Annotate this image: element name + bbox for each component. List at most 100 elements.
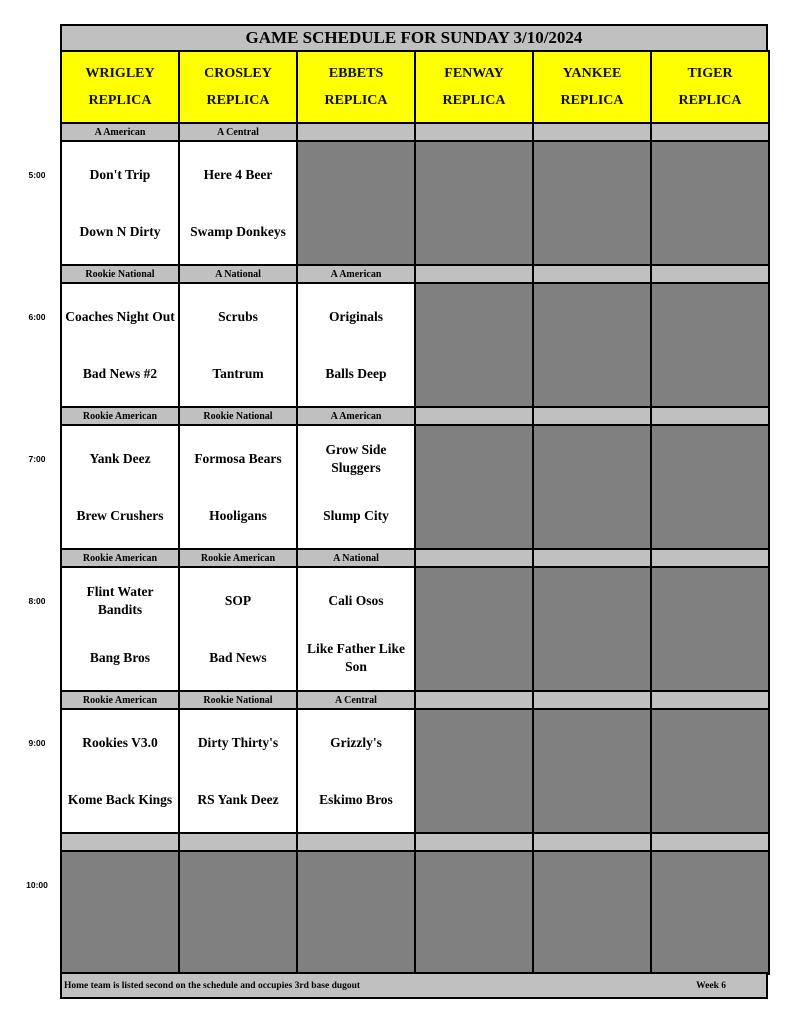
home-team: Down N Dirty [79,223,161,239]
empty-slot [414,140,534,266]
game-cell: Grizzly's Eskimo Bros [296,708,416,834]
home-team: Kome Back Kings [67,791,173,807]
away-team: Grizzly's [330,734,382,750]
empty-slot [414,566,534,692]
field-name: FENWAY [444,66,504,81]
division-label: A National [296,548,416,568]
empty-slot [414,708,534,834]
empty-slot [650,566,770,692]
empty-slot [532,140,652,266]
field-header: FENWAY REPLICA [414,50,534,124]
home-team: RS Yank Deez [197,791,279,807]
division-label [414,690,534,710]
empty-slot [650,708,770,834]
empty-slot [296,850,416,975]
home-team: Hooligans [209,507,267,523]
away-team: Don't Trip [89,166,151,182]
division-label: Rookie National [60,264,180,284]
away-team: Coaches Night Out [65,308,175,324]
field-name: WRIGLEY [85,66,155,81]
time-label: 9:00 [28,738,46,748]
field-subtitle: REPLICA [560,93,624,108]
game-cell: Flint Water Bandits Bang Bros [60,566,180,692]
division-label: A American [296,406,416,426]
empty-slot [178,850,298,975]
division-label [532,690,652,710]
division-label [178,832,298,852]
page-title: GAME SCHEDULE FOR SUNDAY 3/10/2024 [60,24,768,52]
division-label [60,832,180,852]
home-team: Bad News [209,649,267,665]
game-cell: Originals Balls Deep [296,282,416,408]
away-team: Here 4 Beer [203,166,273,182]
division-label: A American [60,122,180,142]
time-label: 7:00 [28,454,46,464]
away-team: Cali Osos [328,592,384,608]
empty-slot [532,708,652,834]
footer-bar: Home team is listed second on the schedu… [60,972,768,999]
field-subtitle: REPLICA [442,93,506,108]
empty-slot [650,140,770,266]
empty-slot [532,424,652,550]
division-label: Rookie American [60,406,180,426]
game-cell: Coaches Night Out Bad News #2 [60,282,180,408]
away-team: SOP [224,592,252,608]
game-cell: Don't Trip Down N Dirty [60,140,180,266]
time-label: 10:00 [26,880,48,890]
division-label [414,406,534,426]
game-cell: Formosa Bears Hooligans [178,424,298,550]
division-label: A Central [296,690,416,710]
division-label [650,548,770,568]
game-cell: SOP Bad News [178,566,298,692]
division-label [532,832,652,852]
division-label: Rookie National [178,690,298,710]
game-cell: Dirty Thirty's RS Yank Deez [178,708,298,834]
division-label [532,548,652,568]
footer-note: Home team is listed second on the schedu… [64,980,361,991]
field-header: WRIGLEY REPLICA [60,50,180,124]
game-cell: Cali Osos Like Father Like Son [296,566,416,692]
field-subtitle: REPLICA [324,93,388,108]
away-team: Rookies V3.0 [82,734,158,750]
field-name: EBBETS [328,66,384,81]
away-team: Grow Side Sluggers [325,441,387,475]
field-header: TIGER REPLICA [650,50,770,124]
empty-slot [532,850,652,975]
away-team: Formosa Bears [194,450,282,466]
division-label [532,264,652,284]
game-cell: Grow Side Sluggers Slump City [296,424,416,550]
empty-slot [414,424,534,550]
empty-slot [650,424,770,550]
division-label [650,690,770,710]
division-label [414,548,534,568]
division-label [414,832,534,852]
division-label: Rookie American [178,548,298,568]
division-label [650,406,770,426]
division-label [414,122,534,142]
game-cell: Scrubs Tantrum [178,282,298,408]
empty-slot [650,282,770,408]
field-name: CROSLEY [204,66,272,81]
home-team: Brew Crushers [76,507,164,523]
away-team: Dirty Thirty's [197,734,279,750]
division-label [650,264,770,284]
home-team: Bang Bros [89,649,151,665]
division-label: Rookie National [178,406,298,426]
field-name: YANKEE [562,66,622,81]
division-label [650,832,770,852]
game-cell: Yank Deez Brew Crushers [60,424,180,550]
game-cell: Here 4 Beer Swamp Donkeys [178,140,298,266]
time-label: 6:00 [28,312,46,322]
division-label [414,264,534,284]
division-label [532,122,652,142]
home-team: Bad News #2 [82,365,158,381]
field-header: EBBETS REPLICA [296,50,416,124]
away-team: Yank Deez [89,450,151,466]
empty-slot [60,850,180,975]
away-team: Flint Water Bandits [86,583,154,617]
away-team: Scrubs [218,308,258,324]
field-subtitle: REPLICA [206,93,270,108]
week-label: Week 6 [696,980,726,991]
away-team: Originals [328,308,383,324]
field-name: TIGER [687,66,733,81]
